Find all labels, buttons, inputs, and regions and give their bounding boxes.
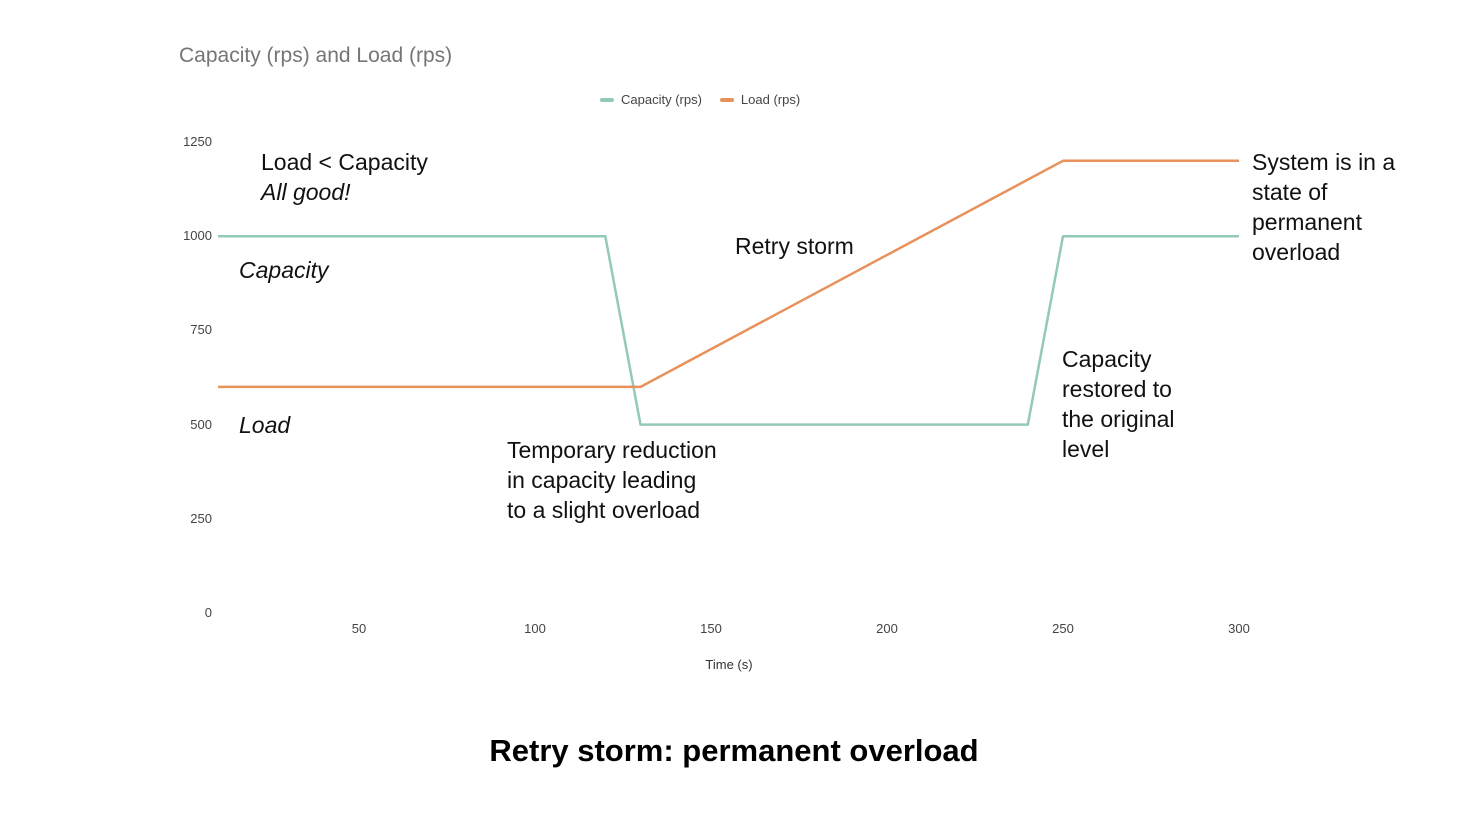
y-tick-label: 1250 xyxy=(183,134,212,149)
legend-label-capacity: Capacity (rps) xyxy=(621,92,702,107)
annotation-capacity-label: Capacity xyxy=(239,257,329,283)
legend-label-load: Load (rps) xyxy=(740,92,801,107)
legend-swatch-capacity xyxy=(600,97,614,102)
annotation-line: to a slight overload xyxy=(507,497,701,523)
y-tick-label: 500 xyxy=(190,417,212,432)
annotation-line: in capacity leading xyxy=(507,467,697,493)
annotation-line: state of xyxy=(1252,179,1328,205)
x-tick-label: 50 xyxy=(351,621,367,636)
annotation-line: level xyxy=(1062,436,1110,462)
y-tick-label: 250 xyxy=(190,511,212,526)
y-tick-label: 0 xyxy=(204,605,212,620)
annotation-line: permanent xyxy=(1252,209,1362,235)
annotation-line: overload xyxy=(1252,239,1341,265)
x-tick-label: 200 xyxy=(876,621,898,636)
x-axis-label: Time (s) xyxy=(705,657,753,672)
annotation-retry-storm: Retry storm xyxy=(735,233,854,259)
annotation-line: Temporary reduction xyxy=(507,437,717,463)
legend-item-load: Load (rps) xyxy=(719,92,801,107)
annotation-permanent-overload: System is in a state of permanent overlo… xyxy=(1252,147,1395,267)
y-tick-label: 750 xyxy=(190,322,212,337)
legend-swatch-load xyxy=(719,97,734,102)
y-tick-label: 1000 xyxy=(183,228,212,243)
annotation-line: System is in a xyxy=(1252,149,1396,175)
annotation-load-label: Load xyxy=(239,412,291,438)
annotation-line: All good! xyxy=(261,179,351,205)
figure-caption: Retry storm: permanent overload xyxy=(489,733,979,768)
legend-item-capacity: Capacity (rps) xyxy=(600,92,702,107)
x-tick-label: 150 xyxy=(700,621,722,636)
annotation-line: the original xyxy=(1062,406,1175,432)
annotation-capacity-restored: Capacity restored to the original level xyxy=(1062,344,1175,464)
chart-title: Capacity (rps) and Load (rps) xyxy=(179,44,453,67)
series-line-capacity xyxy=(218,234,1239,426)
x-tick-label: 250 xyxy=(1052,621,1074,636)
annotation-line: Load < Capacity xyxy=(261,149,428,175)
chart-legend: Capacity (rps) Load (rps) xyxy=(600,92,800,107)
annotation-line: restored to xyxy=(1062,376,1172,402)
x-tick-label: 300 xyxy=(1228,621,1250,636)
series-line-load xyxy=(218,159,1239,389)
x-tick-label: 100 xyxy=(524,621,546,636)
annotation-line: Capacity xyxy=(1062,346,1152,372)
annotation-temporary-reduction: Temporary reduction in capacity leading … xyxy=(507,435,717,525)
annotation-load-less-than-capacity: Load < Capacity All good! xyxy=(261,147,428,207)
